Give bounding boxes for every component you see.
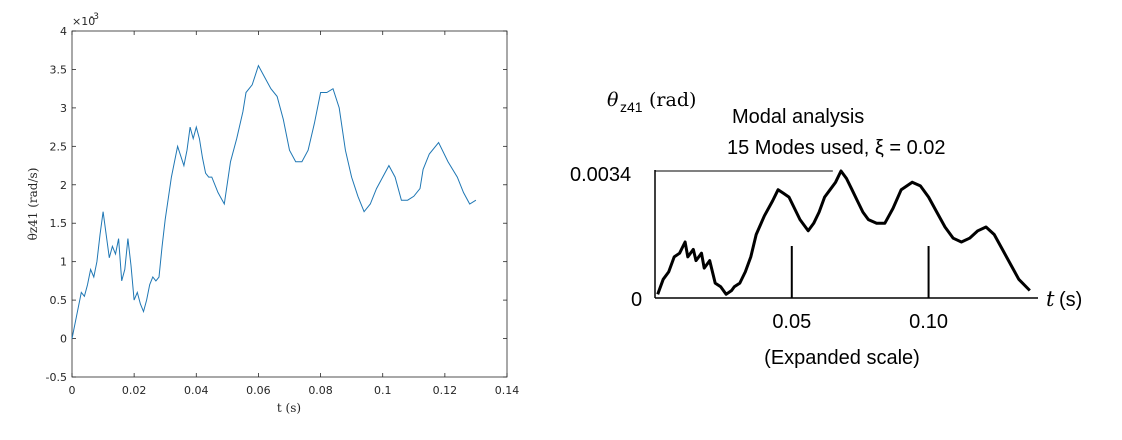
left-x-axis-label: t (s) (277, 401, 301, 415)
right-x-tick-label: 0.10 (909, 311, 948, 333)
right-x-unit: (s) (1059, 289, 1082, 311)
left-exponent-base: ×10 (72, 15, 95, 28)
left-y-tick-label: 4 (60, 25, 67, 38)
right-note: (Expanded scale) (764, 347, 920, 369)
left-tick-group: 0 0.02 0.04 0.06 0.08 0.1 0.12 0.14-0.500.511.5… (46, 25, 520, 397)
left-y-tick-label: 1.5 (50, 217, 68, 230)
right-title-line2: 15 Modes used, ξ = 0.02 (727, 137, 946, 159)
right-x-symbol: t (1046, 287, 1055, 311)
left-y-tick-label: 2.5 (50, 140, 68, 153)
left-series-line (71, 64, 477, 339)
left-y-tick-label: 1 (60, 256, 67, 269)
left-x-tick-label: 0.02 (122, 384, 147, 397)
right-series-line (656, 169, 1031, 296)
left-y-tick-label: 3 (60, 102, 67, 115)
left-exponent-power: -3 (90, 12, 99, 22)
right-y-unit: (rad) (649, 89, 696, 111)
left-y-axis-label: θz41 (rad/s) (26, 168, 40, 241)
left-y-tick-label: 3.5 (50, 63, 68, 76)
right-chart: 0.05 0.10 θ z41 (rad) Modal analysis 15 M… (570, 89, 1082, 369)
left-plot-frame (71, 30, 508, 378)
left-x-tick-label: 0.04 (184, 384, 209, 397)
left-x-tick-label: 0.06 (246, 384, 271, 397)
left-y-tick-label: 0.5 (50, 294, 68, 307)
left-x-tick-label: 0.1 (374, 384, 392, 397)
right-peak-label: 0.0034 (570, 164, 631, 186)
left-y-tick-label: -0.5 (46, 371, 67, 384)
left-x-tick-label: 0.08 (308, 384, 333, 397)
left-y-tick-label: 2 (60, 179, 67, 192)
right-x-tick-label: 0.05 (772, 311, 811, 333)
right-zero-label: 0 (631, 289, 642, 311)
right-y-symbol: θ (607, 89, 619, 111)
left-x-tick-label: 0.14 (495, 384, 520, 397)
right-y-subscript: z41 (620, 99, 643, 115)
left-y-tick-label: 0 (60, 333, 67, 346)
right-title-line1: Modal analysis (732, 106, 864, 128)
left-x-tick-label: 0 (69, 384, 76, 397)
left-x-tick-label: 0.12 (433, 384, 458, 397)
left-chart: 0 0.02 0.04 0.06 0.08 0.1 0.12 0.14-0.500.511.5… (26, 12, 520, 415)
right-tick-group: 0.05 0.10 (772, 246, 948, 333)
